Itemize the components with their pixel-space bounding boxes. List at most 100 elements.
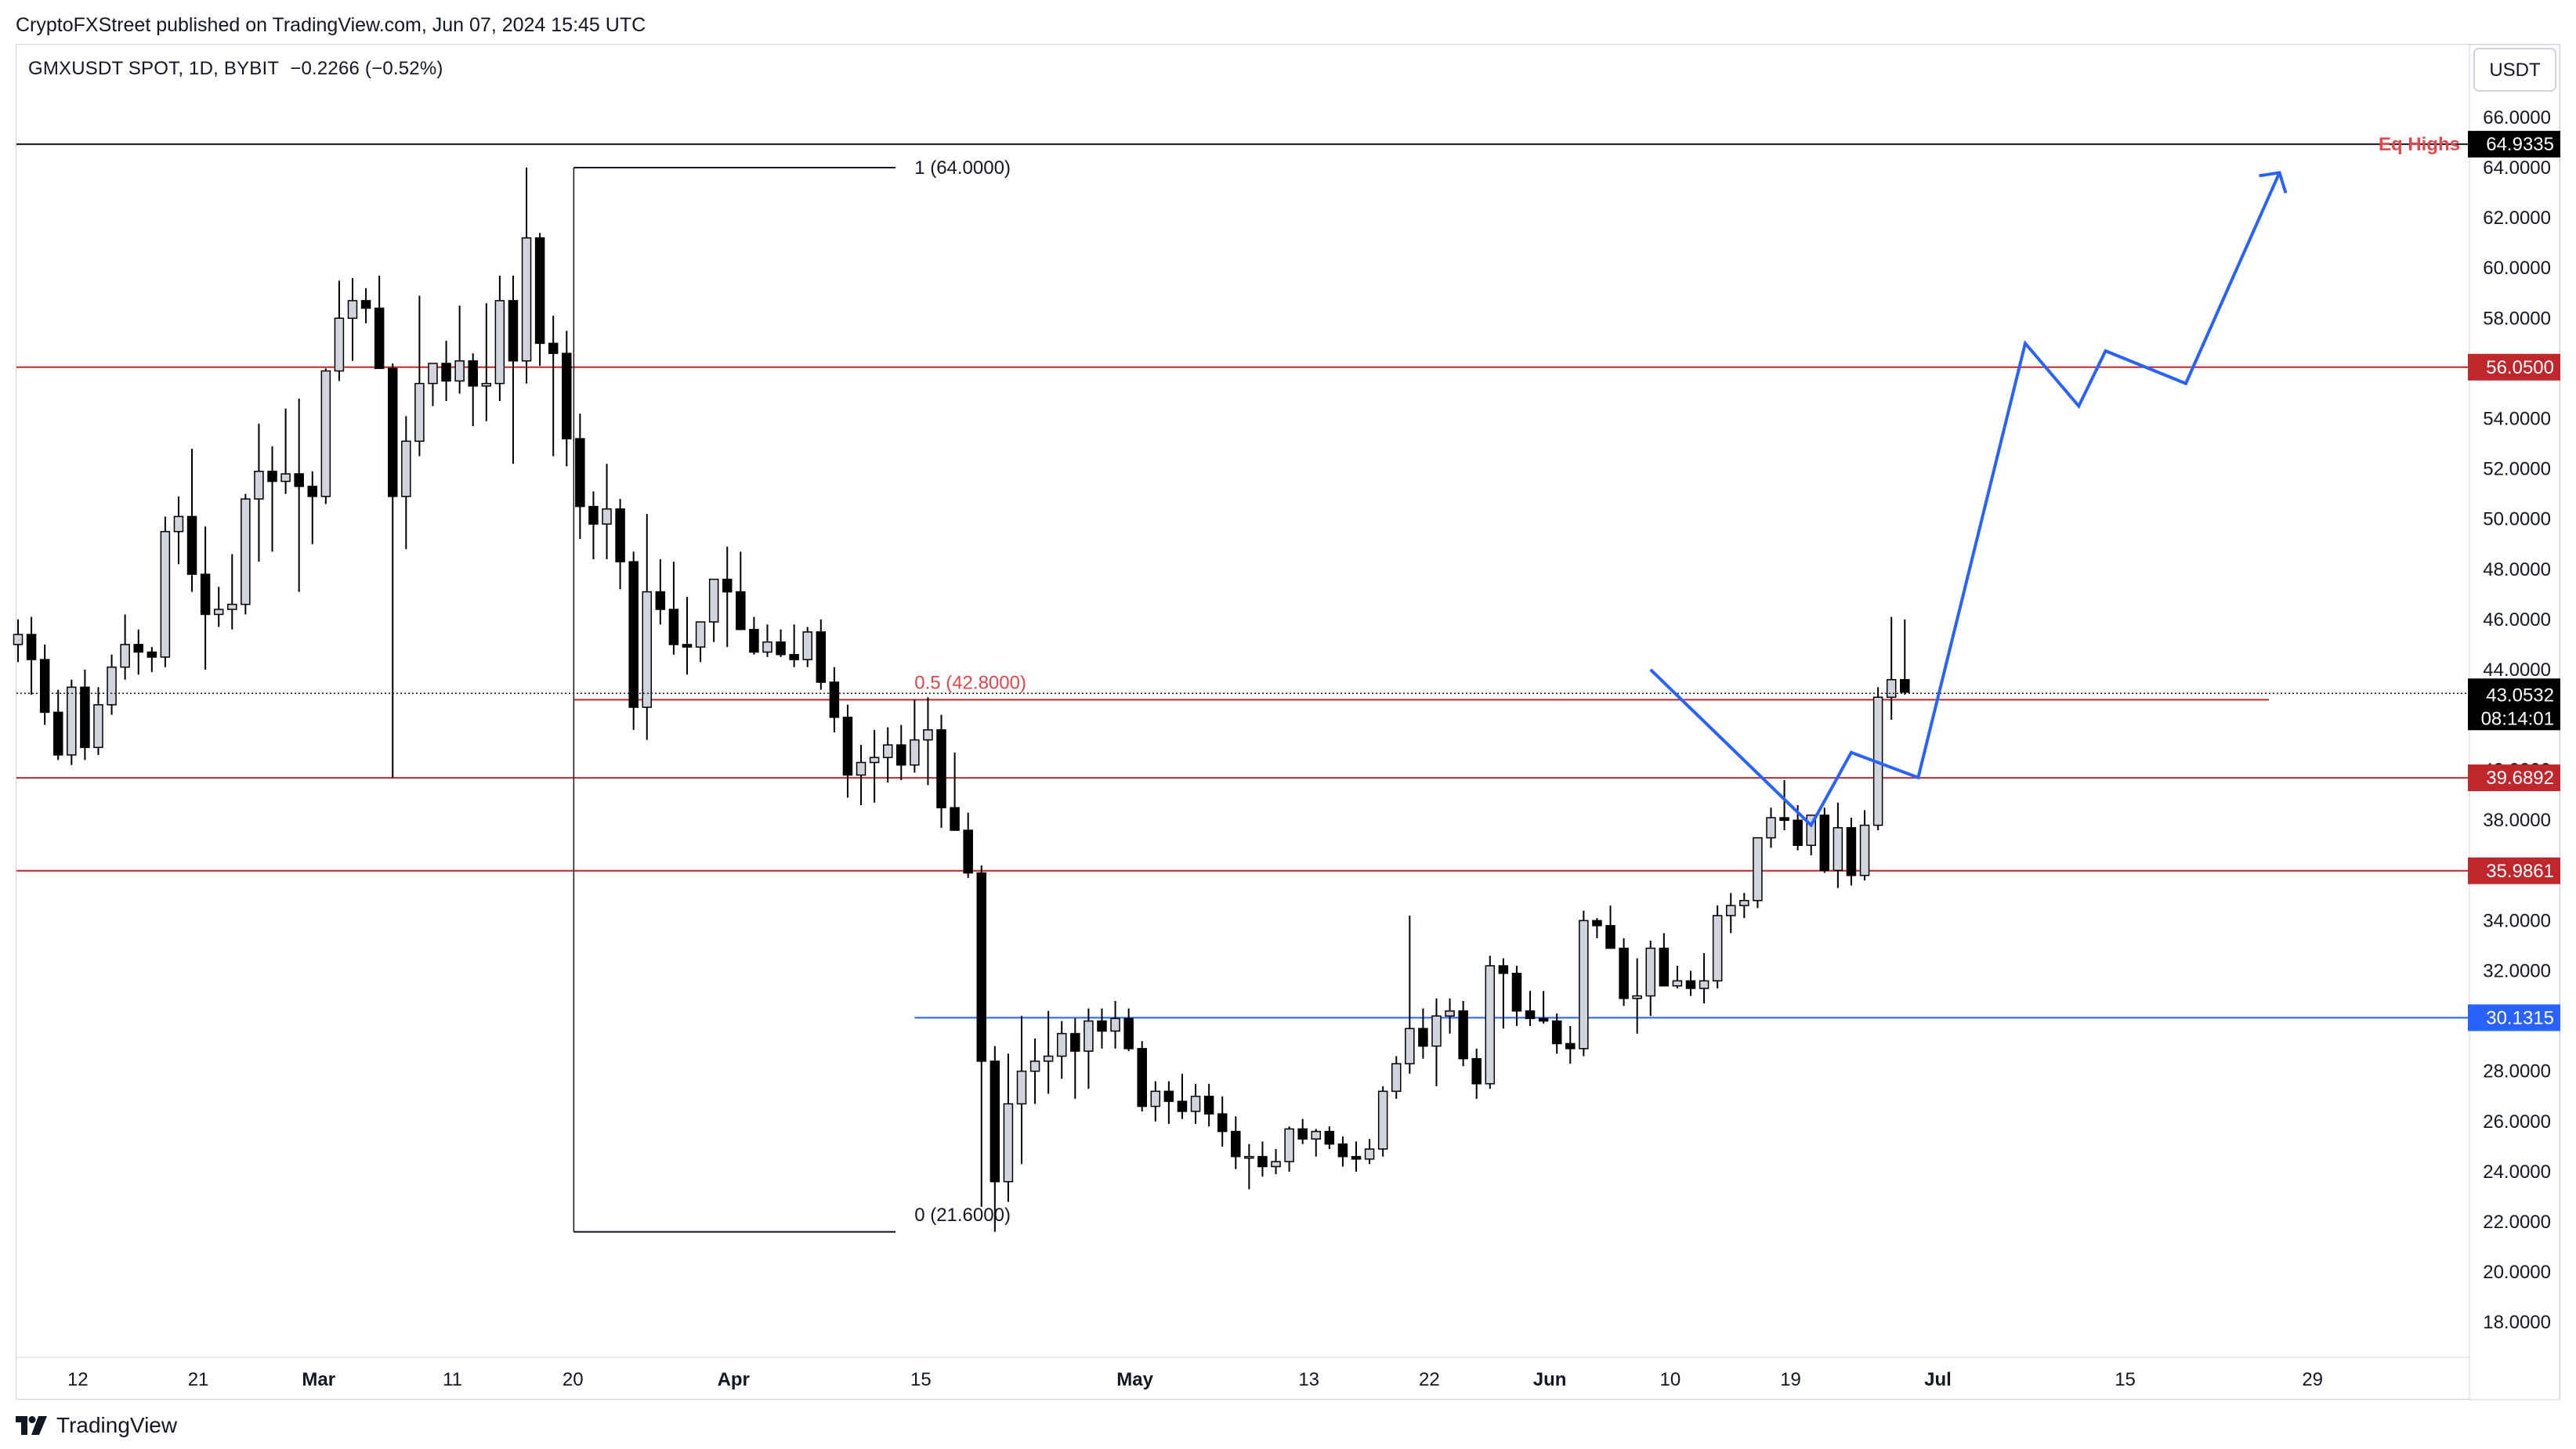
candle[interactable] (562, 331, 572, 467)
level-price-tag[interactable] (2468, 857, 2560, 884)
candle[interactable] (1525, 991, 1536, 1026)
level-price-tag[interactable] (2468, 353, 2560, 381)
candle[interactable] (468, 353, 478, 427)
candle[interactable] (320, 368, 331, 504)
candle[interactable] (534, 233, 545, 367)
candle[interactable] (52, 689, 63, 761)
candle[interactable] (1056, 1021, 1067, 1079)
candle[interactable] (347, 278, 358, 361)
candle[interactable] (1337, 1136, 1348, 1167)
candle[interactable] (1284, 1126, 1294, 1172)
candle[interactable] (1217, 1096, 1228, 1147)
candle[interactable] (13, 619, 24, 663)
candle[interactable] (186, 448, 197, 592)
candle[interactable] (227, 554, 237, 630)
level-price-tag[interactable] (2468, 764, 2560, 792)
symbol-legend[interactable]: GMXUSDT SPOT, 1D, BYBIT −0.2266 (−0.52%) (28, 58, 443, 80)
candle[interactable] (628, 551, 639, 730)
candle[interactable] (695, 621, 706, 663)
candle[interactable] (26, 616, 37, 695)
candle[interactable] (1712, 905, 1723, 988)
candle[interactable] (267, 446, 277, 552)
candle[interactable] (910, 699, 920, 773)
candle[interactable] (1137, 1041, 1147, 1111)
candle[interactable] (1163, 1081, 1174, 1124)
candle[interactable] (414, 295, 425, 457)
candle[interactable] (1511, 966, 1522, 1026)
candle[interactable] (1846, 818, 1857, 886)
candle[interactable] (93, 687, 103, 755)
candle[interactable] (1605, 905, 1615, 949)
candle[interactable] (1592, 918, 1602, 938)
candle[interactable] (1551, 1013, 1562, 1054)
candle[interactable] (334, 280, 345, 381)
candle[interactable] (1257, 1141, 1268, 1177)
candle[interactable] (749, 616, 759, 655)
footer-brand[interactable]: TradingView (16, 1411, 177, 1440)
candle[interactable] (481, 303, 492, 421)
candle[interactable] (869, 729, 880, 803)
candle[interactable] (842, 704, 853, 798)
candle[interactable] (160, 516, 171, 667)
candle[interactable] (428, 363, 438, 407)
candle[interactable] (722, 546, 733, 648)
candle[interactable] (668, 562, 679, 655)
candle[interactable] (39, 644, 50, 725)
projection-path[interactable] (1649, 172, 2281, 828)
candle[interactable] (1699, 953, 1709, 1004)
candle[interactable] (1324, 1126, 1335, 1150)
candle[interactable] (67, 679, 77, 765)
candle[interactable] (882, 727, 893, 783)
candle[interactable] (682, 597, 693, 675)
candle[interactable] (789, 624, 799, 667)
candle[interactable] (1244, 1144, 1254, 1190)
candle[interactable] (1753, 837, 1763, 909)
candle[interactable] (1391, 1056, 1402, 1099)
candle[interactable] (280, 408, 291, 494)
candle[interactable] (1579, 910, 1589, 1057)
candle[interactable] (655, 558, 666, 625)
candle[interactable] (1123, 1008, 1134, 1052)
candle[interactable] (615, 499, 625, 590)
level-price-tag[interactable] (2468, 1004, 2560, 1032)
candle[interactable] (254, 423, 264, 562)
candle[interactable] (508, 275, 519, 464)
candle[interactable] (963, 812, 973, 878)
candle[interactable] (1364, 1139, 1375, 1165)
candle[interactable] (776, 629, 786, 657)
candle[interactable] (1418, 1008, 1428, 1059)
candle[interactable] (1190, 1083, 1201, 1124)
candle[interactable] (521, 168, 532, 384)
candle[interactable] (1565, 1025, 1576, 1064)
candle[interactable] (241, 493, 251, 615)
candle[interactable] (1445, 998, 1455, 1034)
candle[interactable] (1819, 808, 1830, 873)
candle[interactable] (1900, 619, 1910, 695)
candle[interactable] (401, 416, 411, 550)
candle[interactable] (1431, 998, 1442, 1086)
candle[interactable] (1806, 815, 1816, 856)
candle[interactable] (802, 627, 812, 667)
candle[interactable] (1016, 1016, 1027, 1165)
candle[interactable] (762, 624, 772, 657)
candle[interactable] (1538, 991, 1549, 1024)
candle[interactable] (307, 471, 318, 544)
candle[interactable] (1872, 687, 1883, 831)
candle[interactable] (1405, 915, 1415, 1074)
candle[interactable] (936, 714, 946, 828)
candle[interactable] (1859, 810, 1870, 881)
candle[interactable] (80, 669, 90, 761)
candle[interactable] (816, 619, 827, 690)
candle[interactable] (990, 1046, 1000, 1232)
candle[interactable] (1725, 893, 1736, 934)
candle[interactable] (602, 464, 612, 559)
candle[interactable] (213, 587, 224, 627)
candle[interactable] (1203, 1083, 1214, 1127)
candle[interactable] (642, 514, 653, 740)
candle[interactable] (1110, 1000, 1120, 1049)
candle[interactable] (1645, 941, 1656, 1017)
candle[interactable] (1833, 802, 1843, 888)
candle[interactable] (200, 526, 211, 670)
candle[interactable] (1458, 1000, 1468, 1067)
